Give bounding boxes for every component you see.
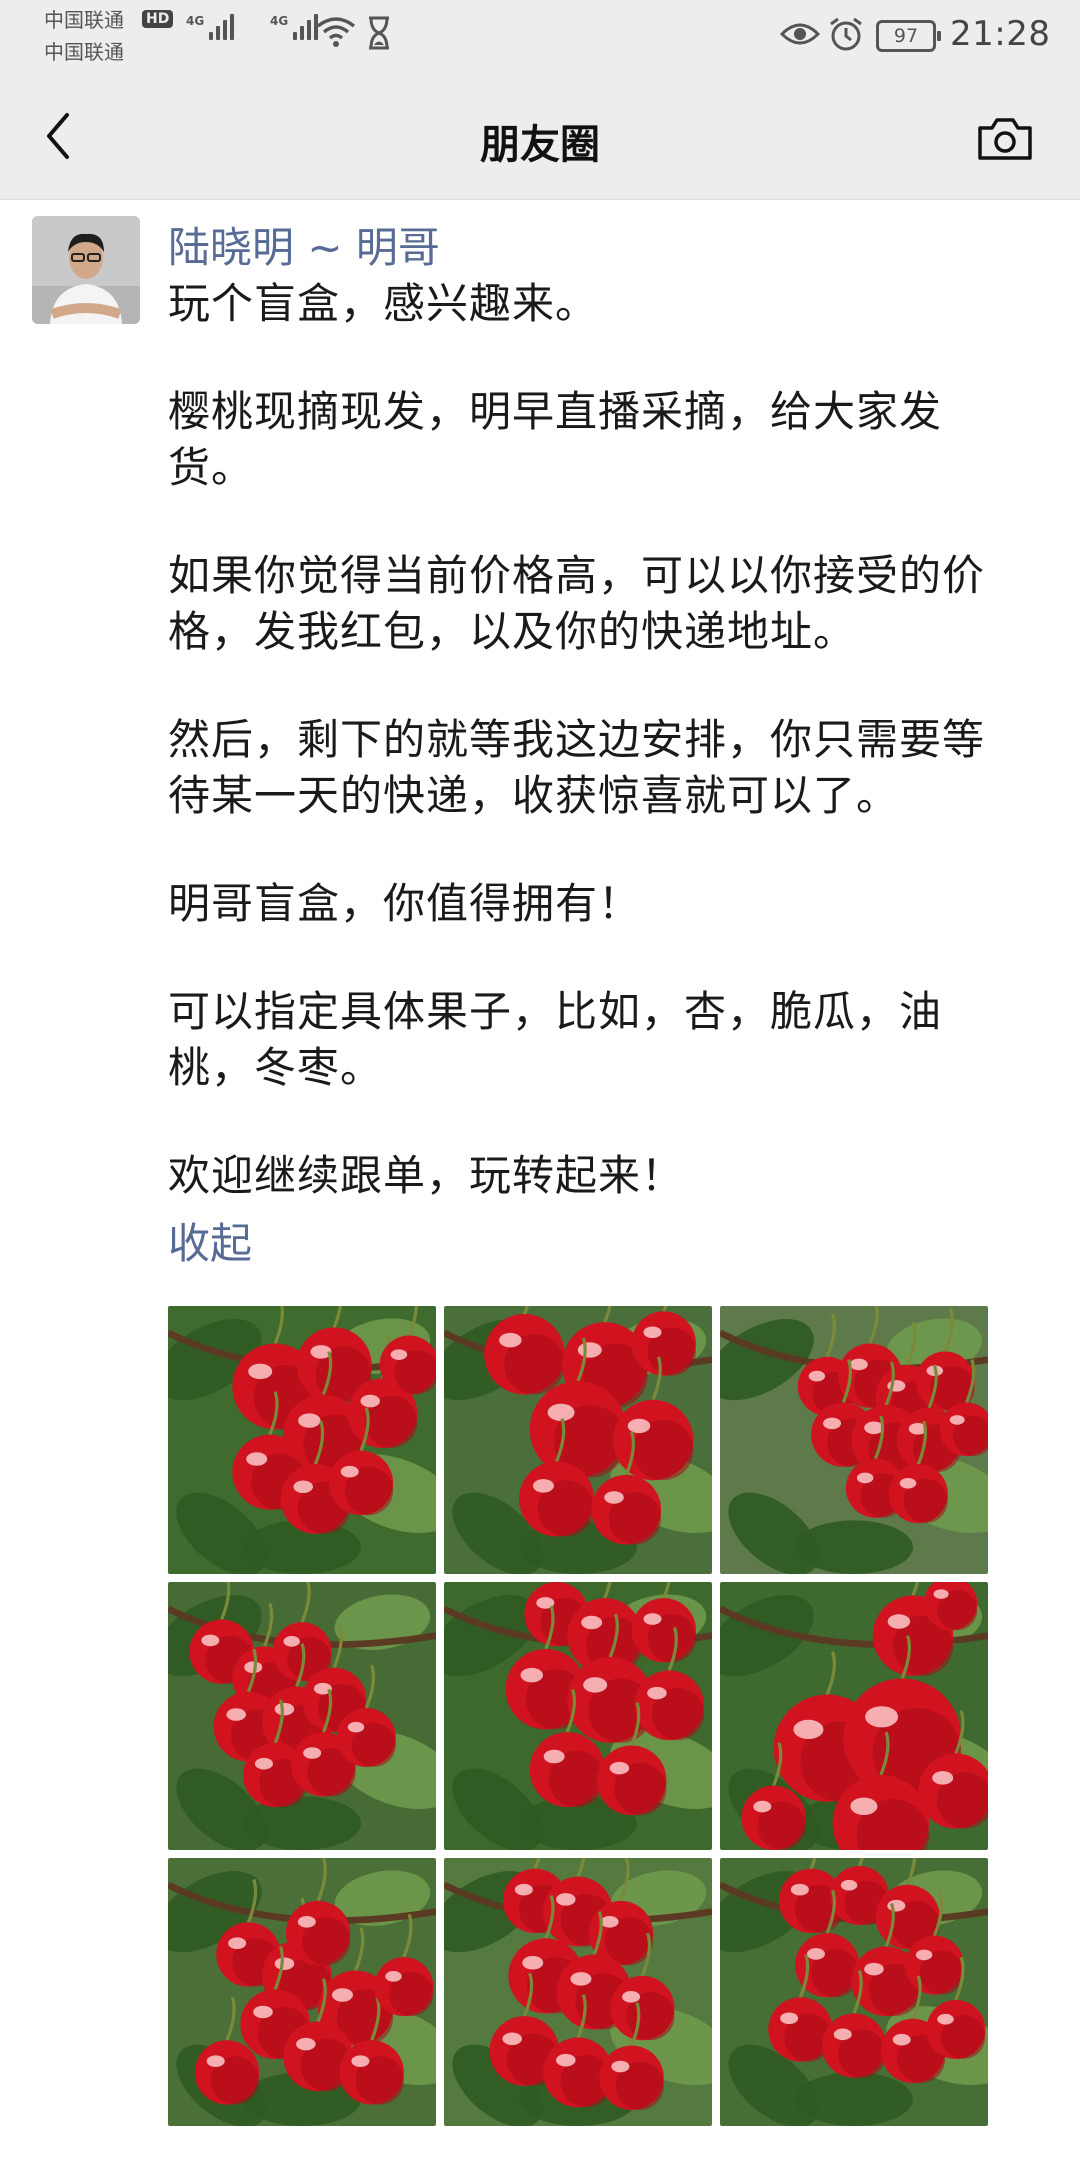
- camera-icon: [978, 118, 1032, 160]
- moment-post: 陆晓明 ~ 明哥 玩个盲盒，感兴趣来。 樱桃现摘现发，明早直播采摘，给大家发货。…: [0, 200, 1080, 2160]
- cherry-illustration: [720, 1306, 988, 1574]
- cherry-photo[interactable]: [444, 1306, 712, 1574]
- post-text-line: 樱桃现摘现发，明早直播采摘，给大家发货。: [168, 387, 943, 492]
- cherry-photo[interactable]: [720, 1582, 988, 1850]
- cherry-photo[interactable]: [168, 1306, 436, 1574]
- post-text-line: 如果你觉得当前价格高，可以以你接受的价格，发我红包，以及你的快递地址。: [168, 551, 986, 656]
- carrier-label-1: 中国联通: [44, 8, 124, 32]
- post-text-line: 然后，剩下的就等我这边安排，你只需要等待某一天的快递，收获惊喜就可以了。: [168, 715, 986, 820]
- hd-badge: HD: [142, 10, 174, 28]
- photo-grid: [168, 1306, 988, 2126]
- cherry-photo[interactable]: [444, 1582, 712, 1850]
- network-type-1: 4G: [186, 14, 205, 28]
- cherry-photo[interactable]: [168, 1858, 436, 2126]
- author-name[interactable]: 陆晓明 ~ 明哥: [168, 223, 440, 272]
- camera-button[interactable]: [970, 108, 1040, 168]
- cherry-photo[interactable]: [444, 1858, 712, 2126]
- chevron-left-icon: [47, 113, 69, 159]
- signal-icon: 4G: [270, 14, 319, 40]
- cherry-photo[interactable]: [720, 1306, 988, 1574]
- back-button[interactable]: [26, 104, 90, 168]
- cherry-illustration: [444, 1858, 712, 2126]
- cherry-illustration: [168, 1582, 436, 1850]
- page-title: 朋友圈: [480, 122, 600, 168]
- collapse-link[interactable]: 收起: [168, 1219, 253, 1268]
- eye-icon: [779, 20, 821, 52]
- cherry-illustration: [444, 1306, 712, 1574]
- alarm-icon: [828, 16, 864, 56]
- cherry-illustration: [444, 1582, 712, 1850]
- post-body: 陆晓明 ~ 明哥 玩个盲盒，感兴趣来。 樱桃现摘现发，明早直播采摘，给大家发货。…: [168, 220, 1008, 1272]
- post-text-line: 欢迎继续跟单，玩转起来！: [168, 1151, 685, 1200]
- clock: 21:28: [950, 14, 1051, 54]
- cherry-illustration: [720, 1582, 988, 1850]
- signal-icon: 4G: [186, 14, 235, 40]
- hourglass-icon: [366, 16, 392, 54]
- cherry-photo[interactable]: [168, 1582, 436, 1850]
- wifi-icon: [316, 16, 356, 52]
- cherry-illustration: [720, 1858, 988, 2126]
- network-type-2: 4G: [270, 14, 289, 28]
- avatar[interactable]: [32, 216, 140, 324]
- status-bar: 中国联通 中国联通 HD 4G 4G: [0, 0, 1080, 76]
- battery-icon: 97: [876, 20, 941, 52]
- cherry-illustration: [168, 1858, 436, 2126]
- post-text-line: 玩个盲盒，感兴趣来。: [168, 279, 599, 328]
- carrier-label-2: 中国联通: [44, 40, 124, 64]
- nav-bar: 朋友圈: [0, 76, 1080, 200]
- cherry-photo[interactable]: [720, 1858, 988, 2126]
- post-text-line: 明哥盲盒，你值得拥有！: [168, 879, 642, 928]
- cherry-illustration: [168, 1306, 436, 1574]
- post-text-line: 可以指定具体果子，比如，杏，脆瓜，油桃，冬枣。: [168, 987, 943, 1092]
